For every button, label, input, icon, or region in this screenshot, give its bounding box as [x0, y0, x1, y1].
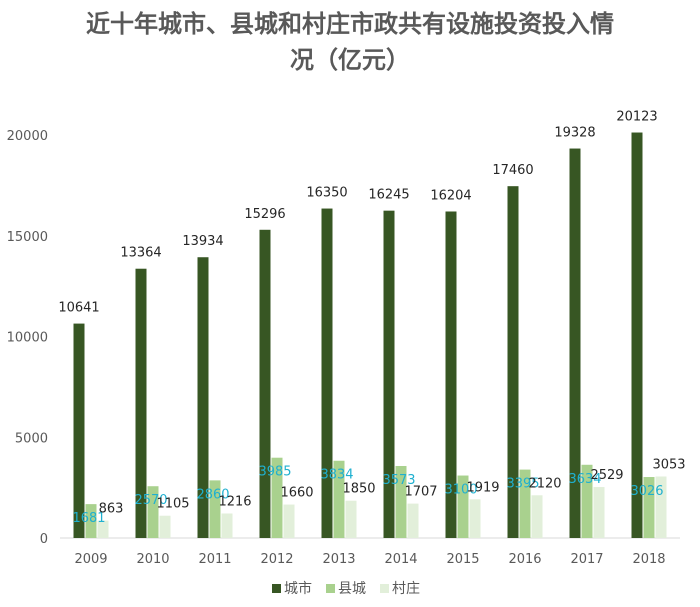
bar-县城-2013 [333, 460, 345, 538]
bar-县城-2010 [147, 486, 159, 538]
data-label-城市-2016: 17460 [492, 163, 533, 178]
bar-村庄-2009 [97, 520, 109, 538]
data-label-村庄-2009: 863 [99, 502, 124, 517]
x-tick-label: 2013 [322, 552, 355, 567]
legend-swatch-县城 [326, 584, 335, 593]
x-tick-label: 2012 [260, 552, 293, 567]
bar-城市-2009 [73, 323, 85, 538]
data-label-城市-2009: 10641 [58, 301, 99, 316]
data-label-城市-2011: 13934 [182, 234, 223, 249]
bar-县城-2015 [457, 475, 469, 538]
chart-title: 近十年城市、县城和村庄市政共有设施投资投入情 况（亿元） [0, 6, 700, 78]
bar-村庄-2018 [655, 476, 667, 538]
bar-县城-2011 [209, 480, 221, 538]
bar-县城-2014 [395, 466, 407, 538]
data-label-县城-2016: 3395 [506, 477, 539, 492]
bar-城市-2014 [383, 210, 395, 538]
bar-村庄-2015 [469, 499, 481, 538]
bar-县城-2009 [85, 504, 97, 538]
x-tick-label: 2009 [74, 552, 107, 567]
bar-城市-2012 [259, 229, 271, 539]
data-label-县城-2013: 3834 [320, 468, 353, 483]
data-label-村庄-2016: 2120 [528, 476, 561, 491]
data-label-村庄-2014: 1707 [404, 485, 437, 500]
data-label-县城-2018: 3026 [630, 484, 663, 499]
data-label-村庄-2011: 1216 [218, 494, 251, 509]
data-label-县城-2012: 3985 [258, 465, 291, 480]
data-label-村庄-2012: 1660 [280, 486, 313, 501]
bar-村庄-2016 [531, 495, 543, 538]
data-label-村庄-2018: 3053 [652, 457, 685, 472]
data-label-城市-2014: 16245 [368, 188, 409, 203]
chart-title-line-2: 况（亿元） [290, 46, 410, 74]
x-axis: 2009 2010 2011 2012 2013 2014 2015 2016 2017 2018 [74, 552, 665, 567]
bar-县城-2017 [581, 464, 593, 538]
bar-城市-2011 [197, 257, 209, 538]
data-label-村庄-2015: 1919 [466, 480, 499, 495]
bar-村庄-2017 [593, 487, 605, 538]
legend-swatch-村庄 [380, 584, 389, 593]
x-tick-label: 2011 [198, 552, 231, 567]
bar-县城-2012 [271, 457, 283, 538]
data-label-城市-2017: 19328 [554, 126, 595, 141]
data-label-县城-2009: 1681 [72, 511, 105, 526]
x-tick-label: 2010 [136, 552, 169, 567]
legend-label-村庄: 村庄 [392, 580, 420, 597]
bar-城市-2013 [321, 208, 333, 539]
bars [73, 132, 667, 539]
legend-label-城市: 城市 [284, 580, 312, 597]
data-label-城市-2015: 16204 [430, 188, 471, 203]
bar-县城-2018 [643, 477, 655, 538]
bar-城市-2017 [569, 148, 581, 538]
y-tick-label: 20000 [7, 129, 48, 144]
data-label-县城-2015: 3100 [444, 483, 477, 498]
y-tick-label: 0 [40, 532, 48, 547]
bar-村庄-2014 [407, 503, 419, 538]
data-label-县城-2010: 2570 [134, 493, 167, 508]
data-label-城市-2010: 13364 [120, 246, 161, 261]
bar-村庄-2011 [221, 513, 233, 538]
y-tick-label: 15000 [7, 230, 48, 245]
bar-城市-2018 [631, 132, 643, 538]
chart-title-line-1: 近十年城市、县城和村庄市政共有设施投资投入情 [86, 10, 614, 38]
x-tick-label: 2014 [384, 552, 417, 567]
bar-村庄-2013 [345, 500, 357, 538]
x-tick-label: 2017 [570, 552, 603, 567]
legend-label-县城: 县城 [338, 581, 366, 597]
bar-村庄-2010 [159, 515, 171, 538]
y-axis: 0 5000 10000 15000 20000 [7, 129, 48, 547]
bar-城市-2016 [507, 186, 519, 538]
y-tick-label: 10000 [7, 331, 48, 346]
x-tick-label: 2016 [508, 552, 541, 567]
data-label-村庄-2017: 2529 [590, 468, 623, 483]
bar-城市-2015 [445, 211, 457, 539]
data-label-城市-2013: 16350 [306, 186, 347, 201]
legend: 城市 县城 村庄 [272, 580, 420, 597]
x-tick-label: 2015 [446, 552, 479, 567]
data-label-县城-2017: 3634 [568, 472, 601, 487]
y-tick-label: 5000 [15, 431, 48, 446]
data-label-城市-2012: 15296 [244, 207, 285, 222]
legend-swatch-城市 [272, 584, 281, 593]
data-label-县城-2011: 2860 [196, 487, 229, 502]
bar-村庄-2012 [283, 504, 295, 538]
x-tick-label: 2018 [632, 552, 665, 567]
bar-城市-2010 [135, 268, 147, 538]
data-label-县城-2014: 3573 [382, 473, 415, 488]
data-label-城市-2018: 20123 [616, 110, 657, 125]
data-label-村庄-2013: 1850 [342, 482, 375, 497]
data-label-村庄-2010: 1105 [156, 497, 189, 512]
bar-县城-2016 [519, 469, 531, 538]
